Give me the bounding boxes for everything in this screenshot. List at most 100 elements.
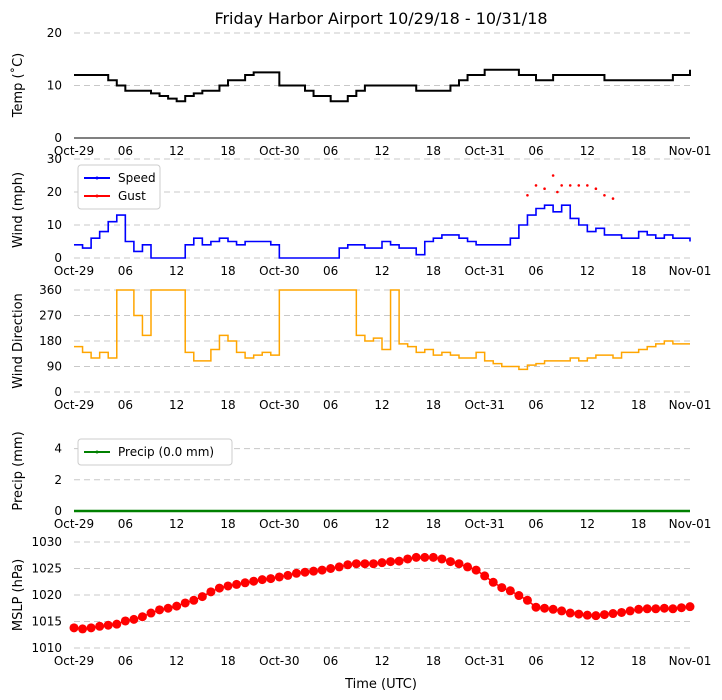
precip-xtick-label: 06: [528, 517, 543, 531]
mslp-point: [497, 583, 507, 593]
temperature-xtick-label: Oct-31: [464, 144, 504, 158]
wind-ytick-label: 20: [47, 185, 62, 199]
wind-speed-series-line: [74, 204, 691, 259]
mslp-point: [574, 609, 584, 619]
mslp-point: [617, 607, 627, 617]
wind-legend-box: [77, 164, 161, 210]
chart-title: Friday Harbor Airport 10/29/18 - 10/31/1…: [214, 9, 547, 28]
mslp-point: [386, 557, 396, 567]
wind-gust-point: [534, 184, 538, 187]
direction-xtick-label: 18: [426, 398, 441, 412]
wind-xtick-label: Nov-01: [669, 264, 712, 278]
mslp-point: [420, 552, 430, 562]
mslp-point: [659, 603, 669, 613]
mslp-xtick-label: 06: [118, 654, 133, 668]
mslp-point: [334, 562, 344, 572]
mslp-point: [676, 603, 686, 613]
direction-xtick-label: Nov-01: [669, 398, 712, 412]
mslp-point: [129, 614, 139, 624]
mslp-xtick-label: 12: [580, 654, 595, 668]
mslp-ytick-label: 1015: [31, 615, 62, 629]
wind-xtick-label: 06: [323, 264, 338, 278]
mslp-xtick-label: 06: [528, 654, 543, 668]
direction-xtick-label: 06: [528, 398, 543, 412]
wind-xtick-label: 18: [631, 264, 646, 278]
temperature-xtick-label: 06: [528, 144, 543, 158]
mslp-point: [78, 624, 88, 634]
wind-gust-point: [560, 184, 563, 187]
precip-ytick-label: 2: [54, 473, 62, 487]
mslp-point: [625, 606, 635, 616]
direction-xtick-label: Oct-29: [54, 398, 94, 412]
mslp-point: [257, 575, 267, 585]
mslp-ytick-label: 1010: [31, 641, 62, 655]
mslp-point: [651, 604, 661, 614]
wind-xtick-label: 12: [374, 264, 389, 278]
temperature-xtick-label: 18: [631, 144, 646, 158]
wind-xtick-label: 06: [118, 264, 133, 278]
wind-gust-point: [551, 174, 555, 177]
wind-xtick-label: 12: [580, 264, 595, 278]
mslp-point: [557, 606, 567, 616]
mslp-point: [411, 552, 421, 562]
wind-gust-point: [603, 194, 606, 197]
mslp-point: [454, 559, 464, 569]
mslp-point: [471, 565, 481, 575]
mslp-point: [394, 556, 404, 566]
temperature-ytick-label: 0: [54, 131, 62, 145]
mslp-point: [428, 552, 438, 562]
temperature-xtick-label: 06: [118, 144, 133, 158]
direction-panel: 0 90 180 270 360 Oct-29 06 12 18 Oct-30 06 12 18 Oct-…: [11, 283, 711, 412]
mslp-point: [403, 554, 413, 564]
mslp-point: [326, 564, 336, 573]
mslp-point: [223, 581, 233, 591]
mslp-point: [214, 583, 224, 593]
mslp-point: [146, 608, 156, 618]
mslp-xtick-label: Oct-30: [259, 654, 299, 668]
direction-ytick-label: 180: [39, 334, 62, 348]
mslp-xtick-label: Nov-01: [669, 654, 712, 668]
precip-panel: 0 2 4 Oct-29 06 12 18 Oct-30 06 12 18 Oct-31 06 12 18 N…: [11, 431, 711, 531]
mslp-point: [95, 621, 105, 631]
precip-xtick-label: Oct-31: [464, 517, 504, 531]
mslp-point: [368, 559, 378, 569]
wind-xtick-label: 12: [169, 264, 184, 278]
precip-xtick-label: 12: [374, 517, 389, 531]
mslp-point: [634, 604, 644, 614]
mslp-point: [309, 566, 319, 576]
temperature-ytick-label: 10: [47, 79, 62, 93]
direction-ytick-label: 360: [39, 283, 62, 297]
wind-gust-point: [556, 190, 559, 194]
direction-xtick-label: 06: [323, 398, 338, 412]
temperature-xtick-label: 06: [323, 144, 338, 158]
wind-xtick-label: Oct-29: [54, 264, 94, 278]
direction-ylabel: Wind Direction: [11, 293, 26, 389]
mslp-point: [343, 560, 353, 570]
mslp-point: [582, 610, 592, 620]
mslp-point: [232, 579, 242, 589]
precip-legend-box: [77, 438, 233, 466]
mslp-point: [360, 559, 370, 569]
mslp-point: [172, 601, 182, 611]
mslp-xtick-label: 12: [374, 654, 389, 668]
mslp-xtick-label: 18: [631, 654, 646, 668]
mslp-point: [112, 619, 122, 629]
mslp-point: [685, 602, 695, 612]
mslp-point: [463, 562, 473, 572]
mslp-point: [351, 559, 361, 569]
mslp-ytick-label: 1020: [31, 588, 62, 602]
wind-legend-label: Speed: [118, 171, 156, 185]
mslp-point: [283, 570, 293, 580]
temperature-xtick-label: 12: [169, 144, 184, 158]
mslp-point: [300, 567, 310, 577]
direction-xtick-label: 18: [220, 398, 235, 412]
mslp-point: [437, 554, 447, 564]
temperature-xtick-label: 18: [220, 144, 235, 158]
mslp-point: [591, 611, 601, 621]
mslp-point: [103, 620, 113, 630]
wind-gust-point: [611, 197, 615, 200]
mslp-xtick-label: Oct-31: [464, 654, 504, 668]
mslp-point: [668, 604, 678, 614]
temperature-xtick-label: 12: [580, 144, 595, 158]
